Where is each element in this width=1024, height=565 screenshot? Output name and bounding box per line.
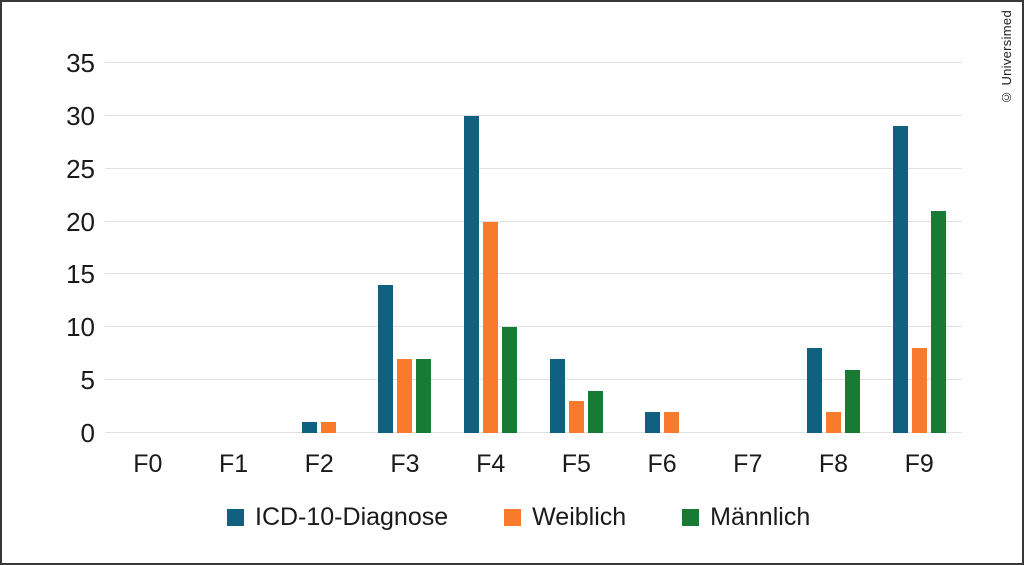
y-tick-label: 25 [66,153,95,184]
x-tick-label: F2 [304,450,334,478]
bar-group-F8 [791,63,877,433]
bar-F9-Weiblich [911,348,927,433]
bar-F3-Weiblich [397,359,413,433]
bar-F8-Weiblich [825,411,841,433]
bar-groups [105,63,962,433]
legend-swatch [227,509,244,526]
x-tick-label: F0 [133,450,163,478]
gridline [105,432,962,433]
legend-item: Weiblich [504,503,626,532]
bar-F2-ICD-10-Diagnose [302,422,318,433]
bar-group-F7 [705,63,791,433]
bar-F6-ICD-10-Diagnose [645,411,661,433]
bar-group-F9 [876,63,962,433]
x-tick-label: F6 [647,450,677,478]
gridline [105,167,962,169]
x-tick-label: F3 [390,450,420,478]
x-axis-labels: F0 F1 F2 F3 F4 F5 F6 F7 F8 F9 [105,450,962,479]
bar-F5-Männlich [587,390,603,433]
plot-area [105,62,962,433]
legend-swatch [682,509,700,526]
gridline [105,326,962,328]
bar-group-F5 [534,63,620,433]
bar-F5-ICD-10-Diagnose [549,359,565,433]
gridline [105,62,962,63]
legend-swatch [504,509,522,526]
legend-item: Männlich [682,503,810,532]
bar-group-F4 [448,63,534,433]
watermark: © Universimed [999,10,1014,105]
gridline [105,220,962,222]
bar-group-F1 [191,63,277,433]
y-tick-label: 15 [66,259,95,290]
bar-group-F0 [105,63,191,433]
bar-F8-Männlich [844,369,860,433]
x-tick-label: F9 [904,450,934,478]
x-tick-label: F5 [561,450,591,478]
bar-group-F6 [619,63,705,433]
bar-F8-ICD-10-Diagnose [806,348,822,433]
bar-F4-ICD-10-Diagnose [464,115,480,433]
y-tick-label: 30 [66,100,95,131]
y-tick-label: 20 [66,206,95,237]
bar-F4-Weiblich [483,221,499,433]
legend-label: ICD-10-Diagnose [255,503,449,531]
bar-F4-Männlich [502,327,518,433]
x-tick-label: F8 [818,450,849,478]
gridline [105,379,962,381]
legend-label: Männlich [710,503,811,531]
gridline [105,114,962,116]
legend: ICD-10-Diagnose Weiblich Männlich [227,503,810,532]
bar-group-F2 [276,63,362,433]
gridline [105,273,962,275]
x-tick-label: F4 [476,450,506,478]
bar-F3-Männlich [416,359,432,433]
bar-F3-ICD-10-Diagnose [378,285,394,433]
bar-F9-Männlich [930,211,946,433]
bar-group-F3 [362,63,448,433]
bar-F2-Weiblich [321,422,337,433]
bar-F6-Weiblich [664,411,680,433]
y-tick-label: 10 [66,312,95,343]
y-tick-label: 0 [80,418,95,448]
legend-label: Weiblich [532,503,627,531]
x-tick-label: F7 [733,450,763,478]
y-tick-label: 35 [66,48,95,78]
bar-F5-Weiblich [568,401,584,433]
x-tick-label: F1 [218,450,249,478]
bar-F9-ICD-10-Diagnose [892,126,908,433]
legend-item: ICD-10-Diagnose [227,503,448,532]
y-tick-label: 5 [80,365,95,396]
